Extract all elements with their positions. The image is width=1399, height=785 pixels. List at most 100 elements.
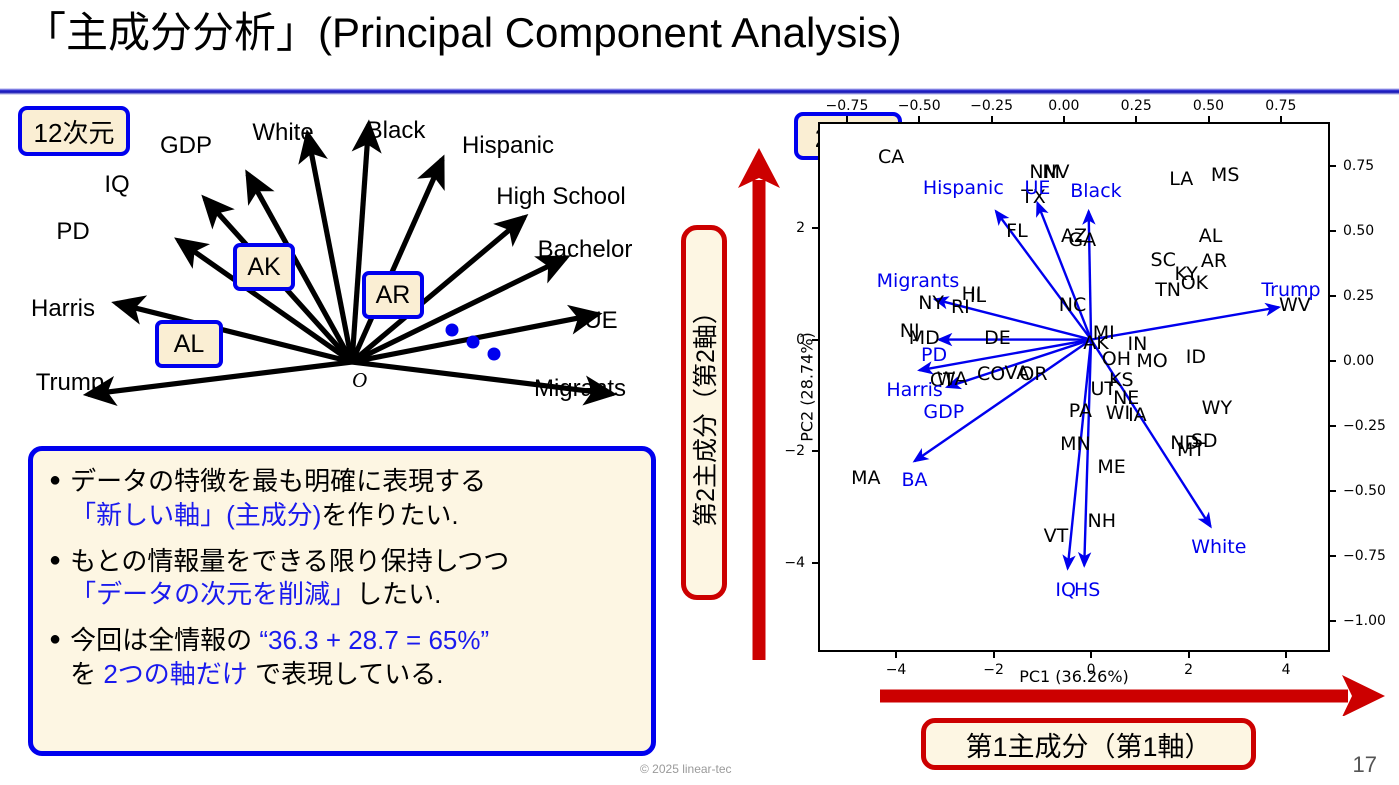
state-label-mt: MT [1177, 439, 1206, 462]
state-label-nm: NM [1029, 161, 1061, 184]
copyright-text: © 2025 linear-tec [640, 762, 732, 776]
right-tick-label: −0.25 [1343, 417, 1386, 434]
state-label-de: DE [984, 327, 1011, 350]
x-tick-mark [992, 652, 995, 658]
badge-al: AL [155, 320, 223, 368]
state-label-nd: ND [1170, 431, 1200, 454]
page-title: 「主成分分析」(Principal Component Analysis) [24, 9, 902, 56]
state-label-ny: NY [918, 291, 945, 314]
ellipsis-dot [466, 335, 480, 349]
x-axis-title: PC1 (36.26%) [1019, 667, 1129, 686]
top-tick-label: −0.25 [970, 98, 1013, 114]
star-ray [349, 119, 382, 363]
title-divider [0, 88, 1399, 95]
star-axis-label-bachelor: Bachelor [537, 236, 633, 263]
state-label-al: AL [1198, 224, 1223, 247]
star-axis-label-ue: UE [584, 307, 618, 334]
state-label-tn: TN [1155, 279, 1182, 302]
bullet-plain: を [70, 658, 104, 689]
y-tick-label: 2 [796, 220, 805, 236]
loading-label-white: White [1191, 536, 1247, 559]
bullet-dot-icon: ● [49, 469, 62, 491]
right-tick-mark [1330, 489, 1336, 492]
bullet-text: もとの情報量をできる限り保持しつつ 「データの次元を削減」したい. [70, 545, 509, 613]
right-tick-label: 0.00 [1343, 353, 1375, 370]
star-axis-label-harris: Harris [31, 295, 95, 322]
state-label-ak: AK [1083, 331, 1109, 354]
bullet-item: ● データの特徴を最も明確に表現する 「新しい軸」(主成分)を作りたい. [49, 465, 635, 533]
bullet-item: ● 今回は全情報の “36.3 + 28.7 = 65%” を 2つの軸だけ で表現… [49, 624, 635, 692]
bullet-item: ● もとの情報量をできる限り保持しつつ 「データの次元を削減」したい. [49, 545, 635, 613]
state-label-ut: UT [1090, 377, 1117, 400]
pc2-axis-callout: 第2主成分（第2軸） [681, 225, 727, 600]
x-tick-label: −2 [983, 662, 1004, 678]
star-ray [174, 237, 354, 365]
star-axis-label-white: White [252, 119, 314, 146]
state-label-wi: WI [1105, 402, 1131, 425]
state-label-ks: KS [1109, 368, 1134, 391]
y-tick-label: 0 [796, 331, 805, 348]
state-label-sc: SC [1150, 249, 1176, 272]
page-number: 17 [1352, 752, 1377, 777]
right-tick-mark [1330, 554, 1336, 557]
star-axis-label-high-school: High School [496, 183, 626, 210]
state-label-ma: MA [851, 466, 881, 489]
x-tick-mark [895, 652, 898, 658]
state-label-nc: NC [1058, 293, 1087, 316]
y-tick-mark [812, 227, 818, 229]
state-label-ar: AR [1200, 250, 1228, 273]
plot-overlay: CA NM NV LA MS TX FL AZ GA AL SC AR KY OK TN WV NY HI IL RI… [818, 122, 1330, 652]
star-ray [111, 295, 353, 365]
y-axis-title: PC2 (28.74%) [797, 332, 817, 442]
loading-label-hs: HS [1073, 578, 1101, 601]
right-tick-mark [1330, 424, 1336, 427]
top-tick-mark [918, 116, 921, 122]
right-tick-label: −0.75 [1343, 547, 1386, 564]
loading-label-trump: Trump [1261, 279, 1321, 302]
state-label-la: LA [1169, 167, 1194, 190]
x-tick-mark [1187, 652, 1190, 658]
top-tick-mark [1062, 116, 1065, 122]
state-label-pa: PA [1068, 399, 1092, 422]
top-tick-mark [1279, 116, 1282, 122]
top-tick-mark [1207, 116, 1210, 122]
state-label-tx: TX [1021, 186, 1046, 209]
bullet-plain: を作りたい. [321, 499, 459, 530]
star-ray [350, 214, 529, 364]
state-label-nj: NJ [899, 320, 920, 343]
loading-label-pd: PD [921, 344, 948, 367]
star-axis-label-pd: PD [56, 218, 90, 245]
state-label-ca: CA [878, 145, 905, 168]
pc2-axis-arrow [738, 148, 780, 660]
state-label-wy: WY [1201, 396, 1233, 419]
bullet-plain: で表現している. [247, 658, 444, 689]
right-tick-label: 0.25 [1343, 288, 1375, 305]
state-label-az: AZ [1060, 225, 1088, 248]
star-axis-label-trump: Trump [35, 369, 105, 396]
right-tick-label: −1.00 [1343, 612, 1386, 629]
star-ray [245, 169, 355, 364]
loading-label-harris: Harris [886, 378, 943, 401]
bullet-dot-icon: ● [49, 628, 62, 651]
top-tick-label: 0.50 [1192, 98, 1225, 114]
bullet-highlight: 「データの次元を削減」 [70, 579, 357, 610]
top-tick-mark [990, 116, 993, 122]
state-label-fl: FL [1006, 220, 1028, 243]
state-label-ct: CT [929, 368, 955, 391]
x-tick-mark [1090, 652, 1093, 658]
top-tick-label: 0.00 [1048, 98, 1080, 114]
star-axis-label-gdp: GDP [159, 132, 213, 159]
state-label-md: MD [908, 327, 940, 350]
x-tick-mark [1285, 652, 1288, 658]
state-label-mn: MN [1060, 433, 1091, 456]
bullet-highlight: 2つの軸だけ [103, 658, 248, 689]
pc1-axis-callout: 第1主成分（第1軸） [921, 718, 1256, 770]
y-tick-label: −2 [784, 443, 805, 460]
y-tick-mark [812, 561, 818, 564]
star-ray [298, 129, 355, 363]
state-label-vt: VT [1043, 524, 1069, 547]
right-tick-label: 0.50 [1343, 223, 1375, 240]
badge-ar: AR [362, 271, 424, 319]
star-ray [350, 255, 571, 365]
